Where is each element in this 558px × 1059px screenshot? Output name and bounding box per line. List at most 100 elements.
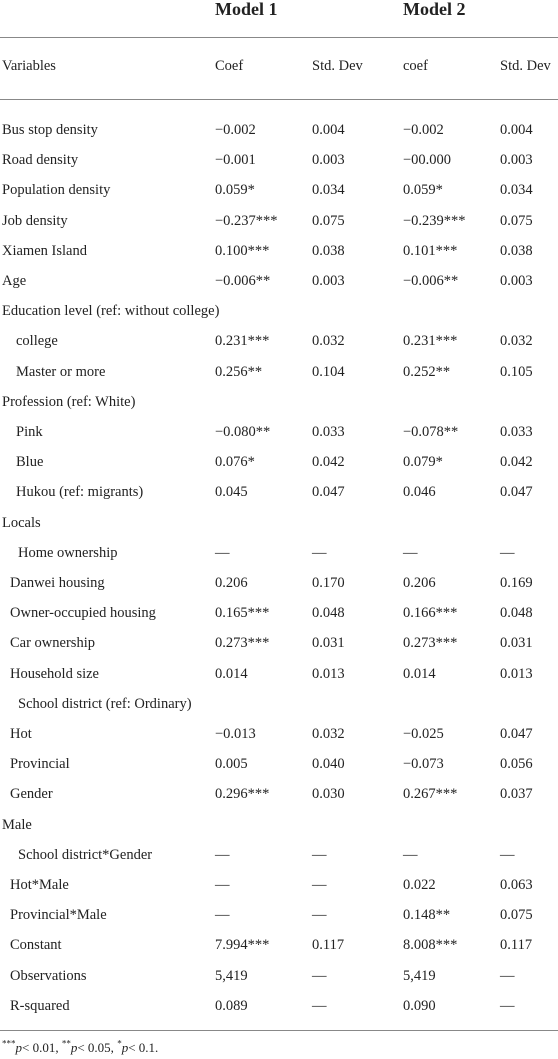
model1-sd: 0.170 <box>312 575 345 591</box>
model2-coef: −0.025 <box>403 726 444 742</box>
model1-coef: 0.076* <box>215 454 255 471</box>
model1-coef: 0.256** <box>215 363 263 380</box>
table-row: Locals <box>0 508 558 538</box>
table-row: School district (ref: Ordinary) <box>0 689 558 719</box>
model-2-heading: Model 2 <box>403 0 466 19</box>
model2-sd: 0.063 <box>500 877 533 893</box>
variable-name: Population density <box>2 182 111 199</box>
model1-coef: 5,419 <box>215 967 248 984</box>
model1-sd: 0.040 <box>312 756 345 773</box>
model2-sd: 0.032 <box>500 333 533 350</box>
model1-sd: 0.117 <box>312 937 345 954</box>
variable-name: Education level (ref: without college) <box>2 303 220 320</box>
variable-name: Age <box>2 273 27 289</box>
model1-sd: 0.104 <box>312 363 345 380</box>
variable-name: Male <box>2 816 32 833</box>
model2-coef: 5,419 <box>403 967 436 984</box>
table-row: Job density −0.237*** 0.075 −0.239*** 0.075 <box>0 206 558 236</box>
variable-name: Bus stop density <box>2 122 98 138</box>
table-row: Population density 0.059* 0.034 0.059* 0.034 <box>0 175 558 205</box>
model1-coef: −0.013 <box>215 726 256 742</box>
variable-name: Car ownership <box>10 635 95 652</box>
model2-sd: 0.105 <box>500 363 533 380</box>
model1-coef: 7.994*** <box>215 937 270 954</box>
table-row: Male <box>0 810 558 840</box>
model2-coef: −0.239*** <box>403 212 466 229</box>
model2-sd: 0.034 <box>500 182 533 199</box>
model1-coef: 0.014 <box>215 665 248 682</box>
model1-coef: 0.089 <box>215 997 248 1014</box>
variable-name: Home ownership <box>18 544 118 561</box>
table-row: Master or more 0.256** 0.104 0.252** 0.105 <box>0 357 558 387</box>
variable-name: Blue <box>16 454 44 471</box>
variable-name: School district (ref: Ordinary) <box>18 695 192 712</box>
table-row: Household size 0.014 0.013 0.014 0.013 <box>0 659 558 689</box>
table-row: Bus stop density −0.002 0.004 −0.002 0.004 <box>0 115 558 145</box>
model2-sd: 0.075 <box>500 907 533 924</box>
table-row: Age −0.006** 0.003 −0.006** 0.003 <box>0 266 558 296</box>
model1-sd: — <box>312 907 327 924</box>
variable-name: Xiamen Island <box>2 242 87 259</box>
model2-coef: 0.059* <box>403 182 443 199</box>
model2-sd: 0.004 <box>500 122 533 138</box>
model2-coef: 0.231*** <box>403 333 458 350</box>
model2-sd: 0.047 <box>500 484 533 501</box>
model1-sd: 0.032 <box>312 726 345 742</box>
model1-coef: −0.002 <box>215 122 256 138</box>
model2-sd: 0.013 <box>500 665 533 682</box>
model1-coef: 0.231*** <box>215 333 270 350</box>
model1-coef: 0.045 <box>215 484 248 501</box>
model1-sd: 0.003 <box>312 152 345 169</box>
model2-coef: 0.046 <box>403 484 436 501</box>
table-row: Provincial 0.005 0.040 −0.073 0.056 <box>0 749 558 779</box>
model2-coef: — <box>403 846 418 863</box>
table-row: Road density −0.001 0.003 −00.000 0.003 <box>0 145 558 175</box>
col-model1-coef: Coef <box>215 58 244 74</box>
variable-name: Gender <box>10 786 53 803</box>
model1-coef: — <box>215 846 230 863</box>
model2-sd: 0.047 <box>500 726 533 742</box>
model2-coef: −0.006** <box>403 273 459 289</box>
model1-coef: 0.206 <box>215 575 248 591</box>
model2-coef: — <box>403 544 418 561</box>
model1-sd: 0.075 <box>312 212 345 229</box>
model2-sd: — <box>500 997 515 1014</box>
table-row: School district*Gender — — — — <box>0 840 558 870</box>
table-row: Danwei housing 0.206 0.170 0.206 0.169 <box>0 568 558 598</box>
model1-sd: — <box>312 877 327 893</box>
table-row: Pink −0.080** 0.033 −0.078** 0.033 <box>0 417 558 447</box>
model2-coef: 8.008*** <box>403 937 458 954</box>
table-row: Owner-occupied housing 0.165*** 0.048 0.166… <box>0 598 558 628</box>
table-row: Hot*Male — — 0.022 0.063 <box>0 870 558 900</box>
model1-coef: 0.296*** <box>215 786 270 803</box>
model1-coef: 0.165*** <box>215 605 270 622</box>
model2-coef: 0.079* <box>403 454 443 471</box>
model2-sd: 0.056 <box>500 756 533 773</box>
table-row: college 0.231*** 0.032 0.231*** 0.032 <box>0 326 558 356</box>
variable-name: college <box>16 333 58 350</box>
top-rule <box>0 37 558 38</box>
model1-coef: −0.006** <box>215 273 271 289</box>
model1-coef: 0.005 <box>215 756 248 773</box>
variable-name: Owner-occupied housing <box>10 605 156 622</box>
model2-coef: −0.073 <box>403 756 444 773</box>
variable-name: Danwei housing <box>10 575 105 591</box>
footnote: ***p< 0.01, **p< 0.05, *p< 0.1. <box>2 1038 159 1055</box>
variable-name: Household size <box>10 665 99 682</box>
variable-name: School district*Gender <box>18 846 153 863</box>
model1-coef: — <box>215 544 230 561</box>
model1-sd: — <box>312 997 327 1014</box>
model2-coef: 0.252** <box>403 363 451 380</box>
table-row: Car ownership 0.273*** 0.031 0.273*** 0.031 <box>0 628 558 658</box>
table-row: Hot −0.013 0.032 −0.025 0.047 <box>0 719 558 749</box>
model2-coef: 0.273*** <box>403 635 458 652</box>
column-header-row: Variables Coef Std. Dev coef Std. Dev <box>0 56 558 86</box>
variable-name: Locals <box>2 514 41 531</box>
table-row: Constant 7.994*** 0.117 8.008*** 0.117 <box>0 930 558 960</box>
table-row: Observations 5,419 — 5,419 — <box>0 961 558 991</box>
model2-sd: 0.003 <box>500 152 533 169</box>
model2-sd: 0.075 <box>500 212 533 229</box>
model2-sd: — <box>500 544 515 561</box>
variable-name: Provincial*Male <box>10 907 107 924</box>
col-model1-sd: Std. Dev <box>312 58 363 74</box>
